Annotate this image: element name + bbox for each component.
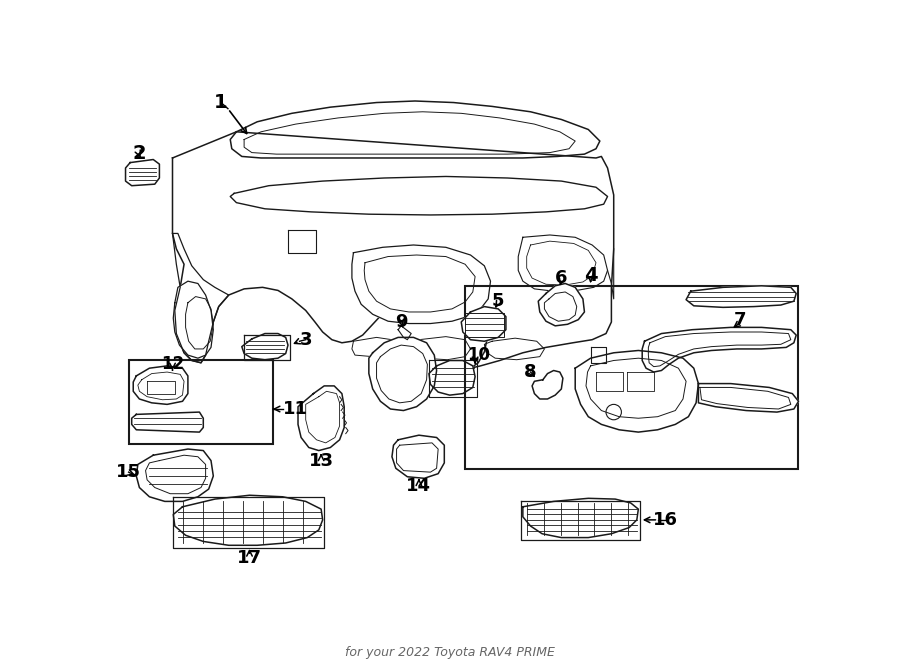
Polygon shape xyxy=(523,498,638,538)
Polygon shape xyxy=(125,160,159,186)
Text: 11: 11 xyxy=(283,400,308,418)
Polygon shape xyxy=(230,101,599,158)
Text: 12: 12 xyxy=(161,355,184,373)
Text: 2: 2 xyxy=(132,144,146,163)
Text: 14: 14 xyxy=(407,477,431,495)
Polygon shape xyxy=(518,235,608,291)
Polygon shape xyxy=(174,495,322,545)
Text: 15: 15 xyxy=(116,463,141,481)
Polygon shape xyxy=(131,412,203,432)
Text: 1: 1 xyxy=(214,93,228,112)
Polygon shape xyxy=(133,366,188,404)
Text: 9: 9 xyxy=(395,313,408,331)
Text: 8: 8 xyxy=(524,363,537,381)
Text: 4: 4 xyxy=(584,266,598,285)
Text: 6: 6 xyxy=(555,269,568,287)
Polygon shape xyxy=(288,230,317,253)
Polygon shape xyxy=(242,334,288,359)
Polygon shape xyxy=(174,281,213,358)
Polygon shape xyxy=(532,371,562,399)
Polygon shape xyxy=(369,338,436,410)
Polygon shape xyxy=(538,283,584,326)
Polygon shape xyxy=(298,386,344,451)
Bar xyxy=(465,286,797,469)
Polygon shape xyxy=(392,435,445,479)
Text: for your 2022 Toyota RAV4 PRIME: for your 2022 Toyota RAV4 PRIME xyxy=(345,645,555,659)
Text: 3: 3 xyxy=(300,331,312,349)
Polygon shape xyxy=(590,348,606,363)
Text: 13: 13 xyxy=(309,451,334,469)
Text: 7: 7 xyxy=(734,310,746,328)
Polygon shape xyxy=(429,361,475,395)
Text: 5: 5 xyxy=(491,292,504,310)
Polygon shape xyxy=(643,328,796,372)
Polygon shape xyxy=(352,245,491,324)
Polygon shape xyxy=(461,307,506,341)
Text: 16: 16 xyxy=(652,511,678,529)
Polygon shape xyxy=(173,132,614,368)
Polygon shape xyxy=(686,286,796,307)
Text: 17: 17 xyxy=(237,549,262,567)
Polygon shape xyxy=(575,350,698,432)
Polygon shape xyxy=(698,383,798,412)
Bar xyxy=(129,361,274,444)
Text: 10: 10 xyxy=(467,346,490,364)
Polygon shape xyxy=(136,449,213,501)
